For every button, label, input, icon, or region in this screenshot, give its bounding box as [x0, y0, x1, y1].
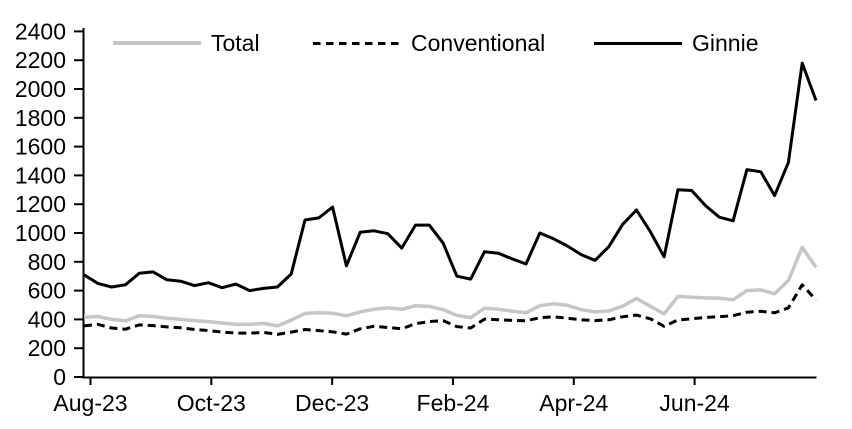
x-tick-label: Aug-23: [53, 390, 127, 416]
total-series-line: [83, 245, 818, 328]
x-tick-label: Jun-24: [659, 390, 730, 416]
y-tick-label: 0: [53, 364, 66, 390]
y-tick-label: 1600: [15, 134, 66, 160]
y-tick-label: 1800: [15, 105, 66, 131]
y-tick-label: 2400: [15, 18, 66, 44]
y-tick-label: 2000: [15, 76, 66, 102]
x-tick-label: Apr-24: [539, 390, 608, 416]
conventional-series-line: [83, 283, 818, 336]
y-tick-label: 400: [28, 306, 66, 332]
ginnie-series-line: [83, 61, 818, 293]
x-tick-label: Dec-23: [295, 390, 369, 416]
y-tick-label: 1400: [15, 162, 66, 188]
y-tick-label: 1000: [15, 220, 66, 246]
y-tick-label: 200: [28, 335, 66, 361]
y-tick-label: 800: [28, 249, 66, 275]
x-tick-label: Feb-24: [417, 390, 490, 416]
x-tick-label: Oct-23: [177, 390, 246, 416]
y-tick-label: 2200: [15, 47, 66, 73]
y-tick-label: 1200: [15, 191, 66, 217]
y-tick-label: 600: [28, 278, 66, 304]
